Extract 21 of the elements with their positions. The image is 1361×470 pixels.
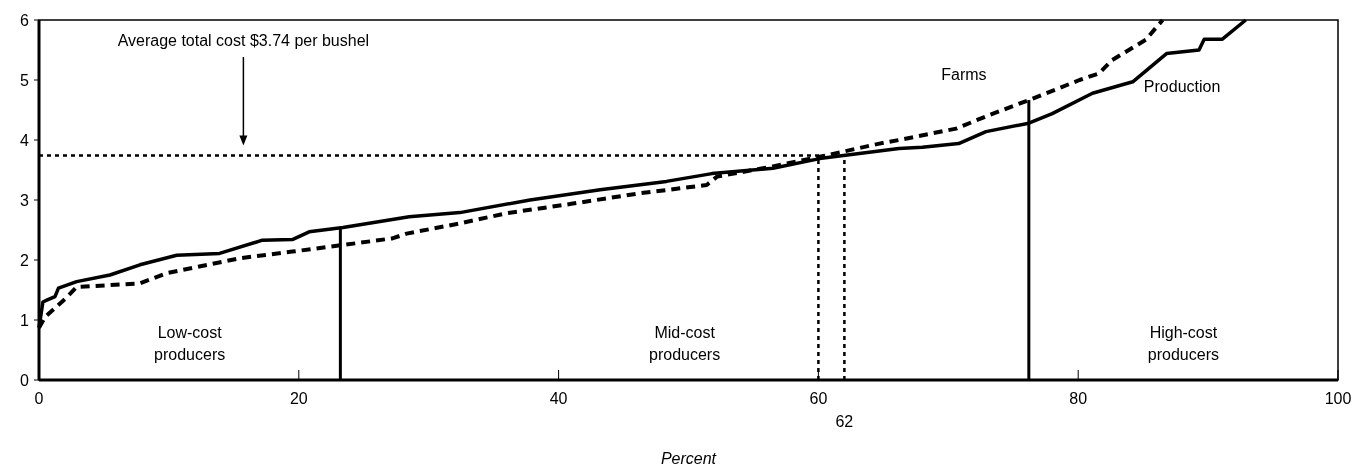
annotation: Average total cost $3.74 per bushel [117, 32, 370, 49]
x-tick-label: 0 [34, 390, 44, 407]
annotation: Low-cost producers [154, 324, 226, 363]
y-tick-label: 1 [20, 311, 30, 329]
x-tick-label: 80 [1069, 390, 1088, 407]
y-tick-label: 4 [20, 131, 30, 149]
ref-line-label: 62 [835, 413, 854, 430]
x-axis-title: Percent [660, 450, 717, 467]
x-tick-label: 60 [809, 390, 828, 407]
x-tick-label: 100 [1324, 390, 1352, 407]
series-label: Production [1143, 77, 1221, 95]
x-tick-label: 40 [549, 390, 568, 407]
y-tick-label: 3 [20, 191, 30, 209]
y-tick-label: 0 [20, 371, 30, 389]
y-tick-label: 6 [20, 11, 30, 29]
annotation: High-cost producers [1147, 324, 1219, 363]
x-tick-label: 20 [289, 390, 308, 407]
series-label: Farms [941, 66, 987, 84]
annotation: Mid-cost producers [649, 324, 721, 363]
y-tick-label: 5 [20, 71, 30, 89]
y-tick-label: 2 [20, 251, 30, 269]
